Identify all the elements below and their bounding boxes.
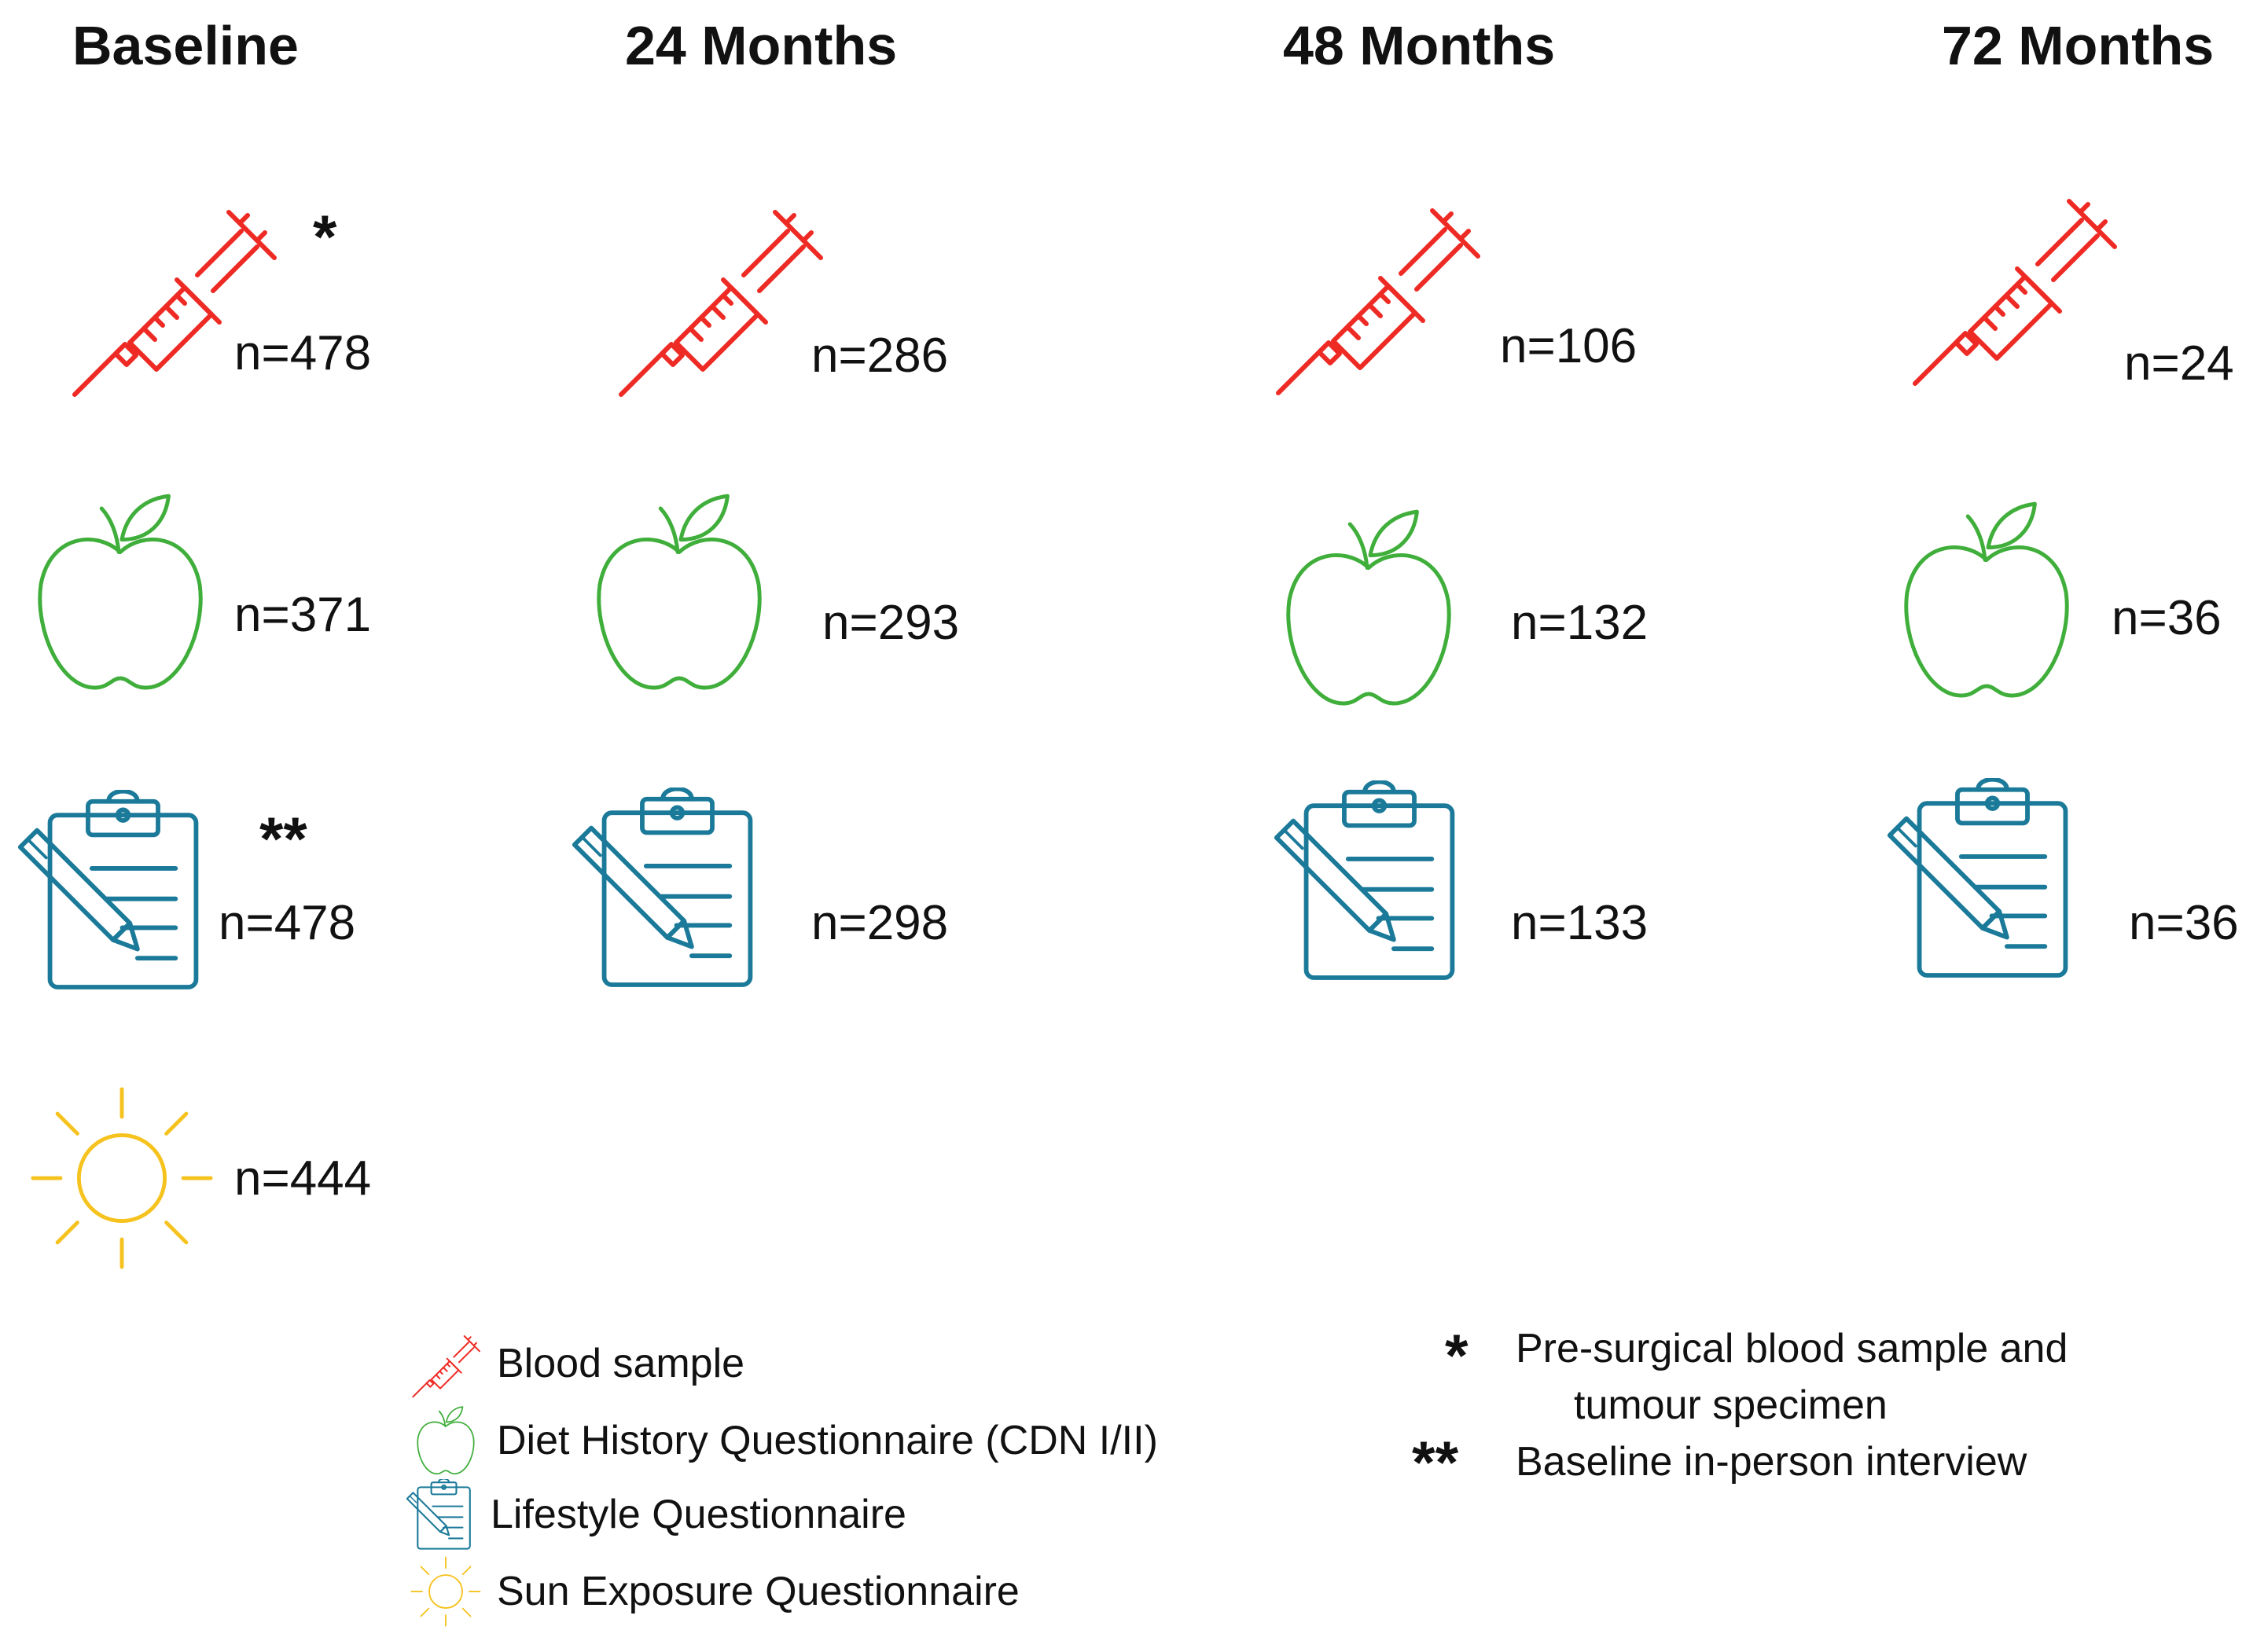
count-lifestyle-48-months: n=133 (1511, 896, 1649, 950)
column-title-72-months: 72 Months (1942, 15, 2215, 76)
count-lifestyle-baseline: n=478 (219, 896, 356, 950)
count-blood-72-months: n=24 (2124, 336, 2234, 391)
legend-label-sun: Sun Exposure Questionnaire (497, 1569, 1020, 1614)
syringe-icon (1270, 187, 1483, 399)
legend-label-blood: Blood sample (497, 1341, 745, 1386)
baseline-lifestyle-marker: ** (259, 804, 307, 873)
legend-item-diet: Diet History Questionnaire (CDN I/II) (410, 1405, 1158, 1476)
count-diet-48-months: n=132 (1511, 596, 1649, 650)
apple-icon (1901, 499, 2072, 702)
column-title-48-months: 48 Months (1283, 15, 1556, 76)
count-sun-baseline: n=444 (234, 1151, 372, 1206)
clipboard-pencil-icon (570, 787, 760, 990)
baseline-blood-marker: * (313, 202, 337, 271)
count-blood-baseline: n=478 (234, 326, 372, 380)
column-title-24-months: 24 Months (625, 15, 898, 76)
note-text-presurgical-line2: tumour specimen (1574, 1382, 1888, 1428)
apple-icon (594, 491, 765, 694)
note-text-presurgical-line1: Pre-surgical blood sample and (1516, 1326, 2068, 1371)
legend-item-sun: Sun Exposure Questionnaire (410, 1556, 1020, 1627)
sun-icon (30, 1086, 214, 1270)
syringe-icon (1907, 178, 2119, 390)
apple-icon (1283, 507, 1454, 710)
count-diet-72-months: n=36 (2112, 591, 2222, 645)
count-blood-24-months: n=286 (811, 329, 949, 383)
column-title-baseline: Baseline (72, 15, 299, 76)
clipboard-pencil-icon (1885, 778, 2075, 981)
syringe-icon (613, 189, 825, 401)
count-diet-24-months: n=293 (822, 596, 960, 650)
count-blood-48-months: n=106 (1500, 319, 1638, 373)
apple-icon (35, 491, 206, 694)
count-diet-baseline: n=371 (234, 588, 372, 642)
legend-label-diet: Diet History Questionnaire (CDN I/II) (497, 1418, 1158, 1463)
note-mark-double: ** (1412, 1430, 1459, 1496)
syringe-icon (410, 1328, 481, 1399)
clipboard-pencil-icon (16, 790, 206, 993)
legend-item-lifestyle: Lifestyle Questionnaire (404, 1479, 906, 1550)
apple-icon (410, 1405, 481, 1476)
legend-label-lifestyle: Lifestyle Questionnaire (491, 1492, 906, 1537)
note-mark-single: * (1445, 1323, 1469, 1390)
clipboard-pencil-icon (1272, 780, 1462, 983)
legend-item-blood: Blood sample (410, 1328, 744, 1399)
count-lifestyle-24-months: n=298 (811, 896, 949, 950)
sun-icon (410, 1556, 481, 1627)
clipboard-pencil-icon (404, 1479, 475, 1550)
note-text-interview: Baseline in-person interview (1516, 1439, 2027, 1485)
count-lifestyle-72-months: n=36 (2129, 896, 2239, 950)
